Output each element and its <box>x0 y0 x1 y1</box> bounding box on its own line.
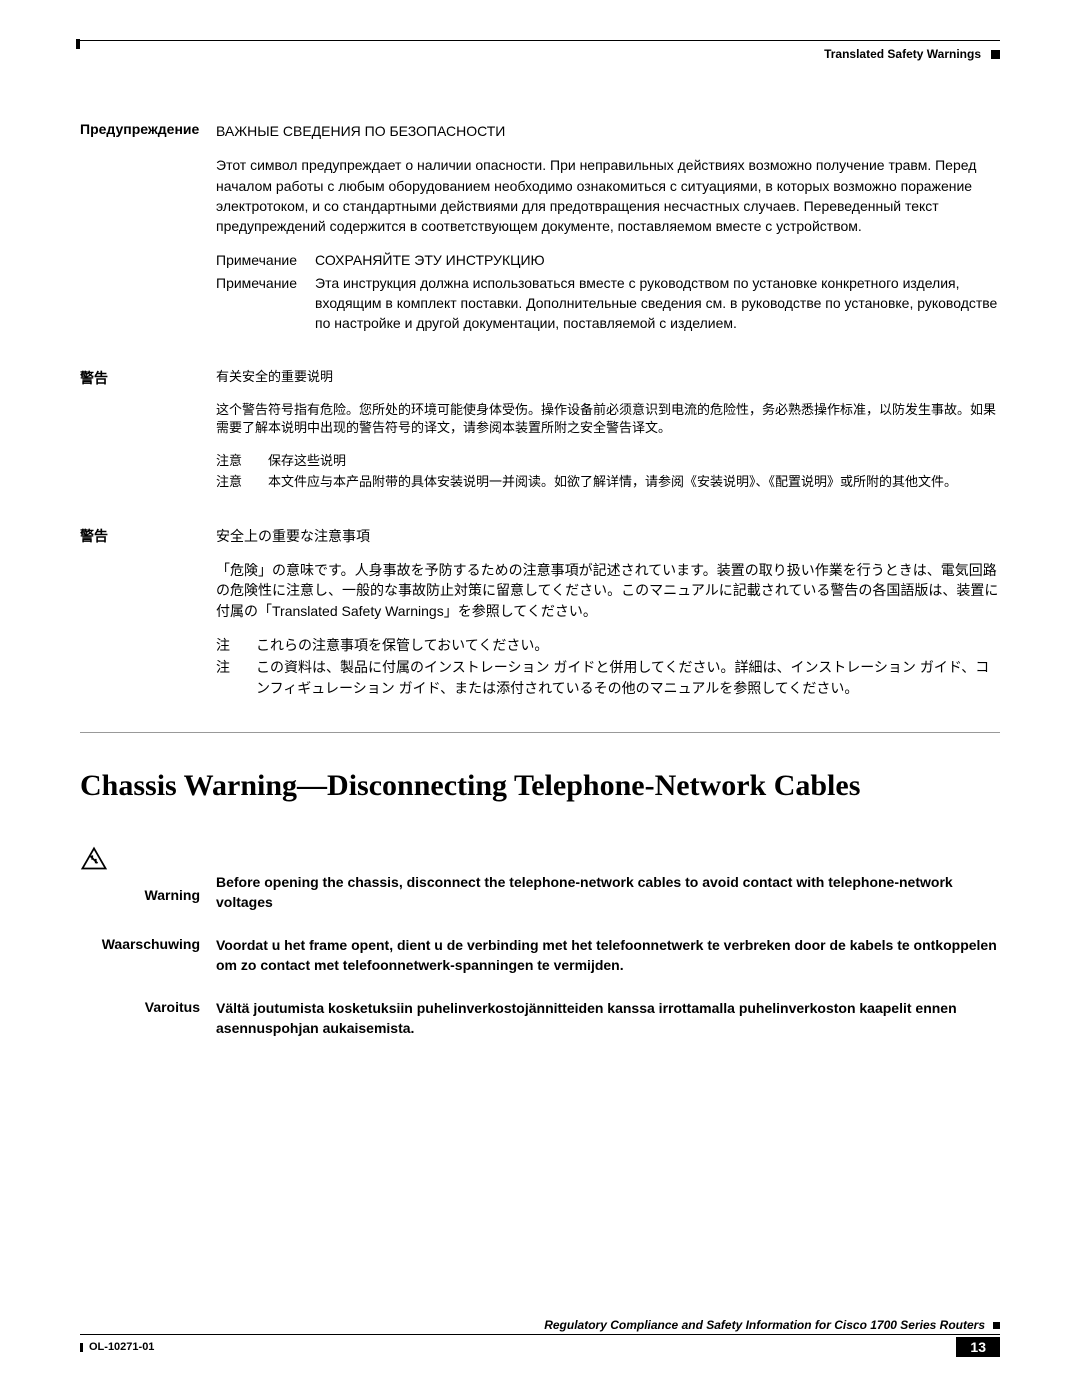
footer-square-icon <box>993 1322 1000 1329</box>
japanese-note-1: 注 これらの注意事項を保管しておいてください。 <box>216 635 1000 655</box>
japanese-note1-body: これらの注意事項を保管しておいてください。 <box>256 635 1000 655</box>
warning-body-chinese: 有关安全的重要说明 这个警告符号指有危险。您所处的环境可能使身体受伤。操作设备前… <box>216 368 1000 494</box>
page-footer: Regulatory Compliance and Safety Informa… <box>80 1318 1000 1357</box>
chinese-title: 有关安全的重要说明 <box>216 368 1000 387</box>
warning-nl-label: Waarschuwing <box>80 936 200 975</box>
section-divider <box>80 732 1000 733</box>
russian-note-2: Примечание Эта инструкция должна использ… <box>216 273 1000 334</box>
russian-note2-label: Примечание <box>216 273 297 334</box>
section-heading: Chassis Warning—Disconnecting Telephone-… <box>80 769 1000 803</box>
chinese-note-1: 注意 保存这些说明 <box>216 452 1000 471</box>
japanese-note2-label: 注 <box>216 657 238 698</box>
warning-triangle-icon <box>80 845 108 871</box>
warning-block-japanese: 警告 安全上の重要な注意事項 「危険」の意味です。人身事故を予防するための注意事… <box>80 526 1000 700</box>
chinese-note1-label: 注意 <box>216 452 250 471</box>
russian-para: Этот символ предупреждает о наличии опас… <box>216 155 1000 236</box>
russian-note2-body: Эта инструкция должна использоваться вме… <box>315 273 1000 334</box>
warning-nl: Waarschuwing Voordat u het frame opent, … <box>80 936 1000 975</box>
warning-fi-label: Varoitus <box>80 999 200 1038</box>
warning-en-body: Before opening the chassis, disconnect t… <box>216 845 1000 912</box>
header-tick <box>76 39 80 49</box>
russian-title: ВАЖНЫЕ СВЕДЕНИЯ ПО БЕЗОПАСНОСТИ <box>216 121 1000 141</box>
footer-bottom: OL-10271-01 13 <box>80 1335 1000 1357</box>
japanese-note2-body: この資料は、製品に付属のインストレーション ガイドと併用してください。詳細は、イ… <box>256 657 1000 698</box>
russian-note1-body: СОХРАНЯЙТЕ ЭТУ ИНСТРУКЦИЮ <box>315 250 1000 270</box>
footer-top: Regulatory Compliance and Safety Informa… <box>80 1318 1000 1335</box>
footer-tick-icon <box>80 1343 83 1352</box>
header-rule <box>80 40 1000 41</box>
document-page: Translated Safety Warnings Предупреждени… <box>80 40 1000 1357</box>
warning-en: Warning Before opening the chassis, disc… <box>80 845 1000 912</box>
header-section-title: Translated Safety Warnings <box>824 47 981 61</box>
warning-label-japanese: 警告 <box>80 526 200 700</box>
footer-doc-num: OL-10271-01 <box>89 1341 154 1353</box>
footer-doc-num-wrap: OL-10271-01 <box>80 1341 154 1353</box>
warning-label-russian: Предупреждение <box>80 121 200 336</box>
chinese-note2-label: 注意 <box>216 473 250 492</box>
chinese-note1-body: 保存这些说明 <box>268 452 1000 471</box>
warning-body-japanese: 安全上の重要な注意事項 「危険」の意味です。人身事故を予防するための注意事項が記… <box>216 526 1000 700</box>
chinese-para: 这个警告符号指有危险。您所处的环境可能使身体受伤。操作设备前必须意识到电流的危险… <box>216 401 1000 439</box>
japanese-para: 「危険」の意味です。人身事故を予防するための注意事項が記述されています。装置の取… <box>216 560 1000 621</box>
chinese-note2-body: 本文件应与本产品附带的具体安装说明一并阅读。如欲了解详情，请参阅《安装说明》、《… <box>268 473 1000 492</box>
warning-label-chinese: 警告 <box>80 368 200 494</box>
warning-fi-body: Vältä joutumista kosketuksiin puhelinver… <box>216 999 1000 1038</box>
warning-en-label: Warning <box>145 887 200 903</box>
warning-fi: Varoitus Vältä joutumista kosketuksiin p… <box>80 999 1000 1038</box>
warning-body-russian: ВАЖНЫЕ СВЕДЕНИЯ ПО БЕЗОПАСНОСТИ Этот сим… <box>216 121 1000 336</box>
warning-block-chinese: 警告 有关安全的重要说明 这个警告符号指有危险。您所处的环境可能使身体受伤。操作… <box>80 368 1000 494</box>
japanese-note1-label: 注 <box>216 635 238 655</box>
chinese-note-2: 注意 本文件应与本产品附带的具体安装说明一并阅读。如欲了解详情，请参阅《安装说明… <box>216 473 1000 492</box>
japanese-note-2: 注 この資料は、製品に付属のインストレーション ガイドと併用してください。詳細は… <box>216 657 1000 698</box>
page-number: 13 <box>956 1337 1000 1357</box>
japanese-title: 安全上の重要な注意事項 <box>216 526 1000 546</box>
warning-nl-body: Voordat u het frame opent, dient u de ve… <box>216 936 1000 975</box>
header-square-icon <box>991 50 1000 59</box>
warning-block-russian: Предупреждение ВАЖНЫЕ СВЕДЕНИЯ ПО БЕЗОПА… <box>80 121 1000 336</box>
russian-note-1: Примечание СОХРАНЯЙТЕ ЭТУ ИНСТРУКЦИЮ <box>216 250 1000 270</box>
warning-en-label-col: Warning <box>80 845 200 912</box>
footer-doc-title: Regulatory Compliance and Safety Informa… <box>544 1318 985 1332</box>
russian-note1-label: Примечание <box>216 250 297 270</box>
page-header: Translated Safety Warnings <box>80 47 1000 61</box>
